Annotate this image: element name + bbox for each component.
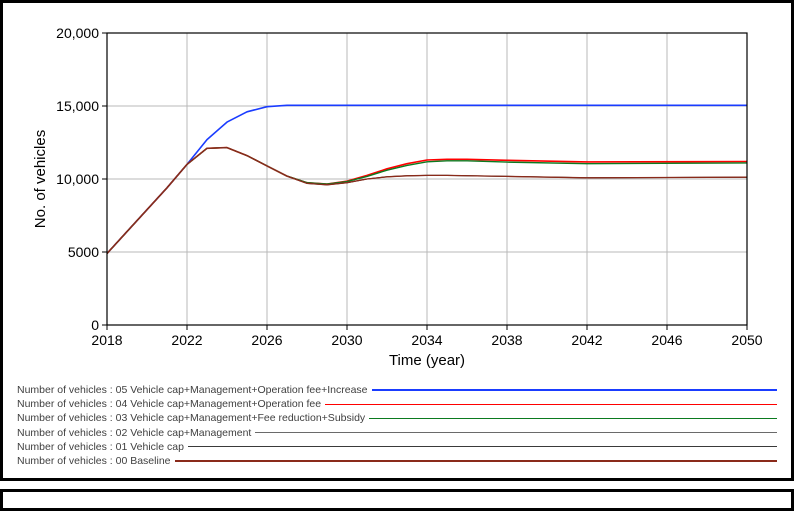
svg-text:5000: 5000 bbox=[68, 244, 99, 260]
secondary-frame bbox=[0, 489, 794, 511]
legend-item: Number of vehicles : 02 Vehicle cap+Mana… bbox=[17, 426, 777, 440]
svg-text:20,000: 20,000 bbox=[56, 25, 99, 41]
legend-line bbox=[369, 418, 777, 419]
svg-text:Time (year): Time (year) bbox=[389, 352, 465, 369]
chart-area: 2018 2022 2026 2030 2034 2038 2042 2046 2050 0 500… bbox=[17, 15, 777, 375]
legend-line bbox=[175, 460, 778, 461]
svg-text:10,000: 10,000 bbox=[56, 171, 99, 187]
svg-text:2042: 2042 bbox=[571, 332, 602, 348]
svg-text:2030: 2030 bbox=[331, 332, 362, 348]
chart-frame: 2018 2022 2026 2030 2034 2038 2042 2046 2050 0 500… bbox=[0, 0, 794, 481]
legend-item: Number of vehicles : 04 Vehicle cap+Mana… bbox=[17, 397, 777, 411]
svg-text:2038: 2038 bbox=[491, 332, 522, 348]
legend-item: Number of vehicles : 01 Vehicle cap bbox=[17, 440, 777, 454]
legend: Number of vehicles : 05 Vehicle cap+Mana… bbox=[17, 383, 777, 468]
svg-text:2034: 2034 bbox=[411, 332, 442, 348]
svg-text:15,000: 15,000 bbox=[56, 98, 99, 114]
svg-text:2026: 2026 bbox=[251, 332, 282, 348]
legend-item: Number of vehicles : 00 Baseline bbox=[17, 454, 777, 468]
legend-line bbox=[188, 446, 777, 447]
legend-label: Number of vehicles : 04 Vehicle cap+Mana… bbox=[17, 397, 321, 411]
svg-text:2018: 2018 bbox=[91, 332, 122, 348]
legend-item: Number of vehicles : 03 Vehicle cap+Mana… bbox=[17, 411, 777, 425]
legend-label: Number of vehicles : 03 Vehicle cap+Mana… bbox=[17, 411, 365, 425]
legend-label: Number of vehicles : 02 Vehicle cap+Mana… bbox=[17, 426, 251, 440]
svg-text:2050: 2050 bbox=[731, 332, 762, 348]
line-chart: 2018 2022 2026 2030 2034 2038 2042 2046 2050 0 500… bbox=[17, 15, 783, 375]
legend-label: Number of vehicles : 05 Vehicle cap+Mana… bbox=[17, 383, 368, 397]
legend-line bbox=[255, 432, 777, 433]
svg-text:0: 0 bbox=[91, 317, 99, 333]
legend-label: Number of vehicles : 01 Vehicle cap bbox=[17, 440, 184, 454]
legend-item: Number of vehicles : 05 Vehicle cap+Mana… bbox=[17, 383, 777, 397]
legend-label: Number of vehicles : 00 Baseline bbox=[17, 454, 171, 468]
svg-text:No. of vehicles: No. of vehicles bbox=[32, 130, 49, 228]
legend-line bbox=[325, 404, 777, 405]
svg-text:2022: 2022 bbox=[171, 332, 202, 348]
legend-line bbox=[372, 389, 777, 390]
svg-text:2046: 2046 bbox=[651, 332, 682, 348]
